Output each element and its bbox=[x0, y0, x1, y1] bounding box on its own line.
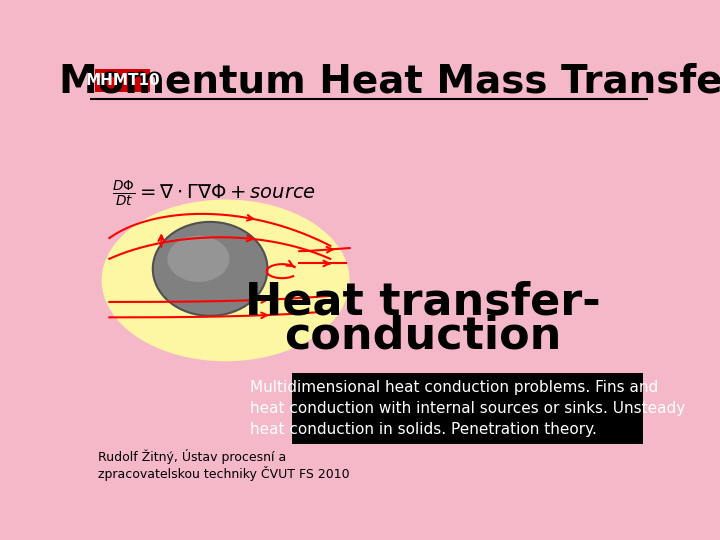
Text: MHMT10: MHMT10 bbox=[85, 73, 160, 89]
Ellipse shape bbox=[153, 222, 267, 316]
FancyBboxPatch shape bbox=[292, 373, 642, 444]
Text: Heat transfer-: Heat transfer- bbox=[246, 280, 601, 323]
Text: conduction: conduction bbox=[284, 314, 562, 357]
Text: Rudolf Žitný, Ústav procesní a
zpracovatelskou techniky ČVUT FS 2010: Rudolf Žitný, Ústav procesní a zpracovat… bbox=[98, 449, 349, 481]
Text: Momentum Heat Mass Transfer: Momentum Heat Mass Transfer bbox=[58, 63, 720, 101]
Text: Multidimensional heat conduction problems. Fins and
heat conduction with interna: Multidimensional heat conduction problem… bbox=[250, 380, 685, 437]
Ellipse shape bbox=[168, 236, 230, 282]
FancyBboxPatch shape bbox=[94, 69, 150, 92]
Ellipse shape bbox=[102, 200, 350, 361]
Text: $\frac{D\Phi}{Dt} = \nabla \cdot \Gamma \nabla \Phi + source$: $\frac{D\Phi}{Dt} = \nabla \cdot \Gamma … bbox=[112, 179, 315, 209]
